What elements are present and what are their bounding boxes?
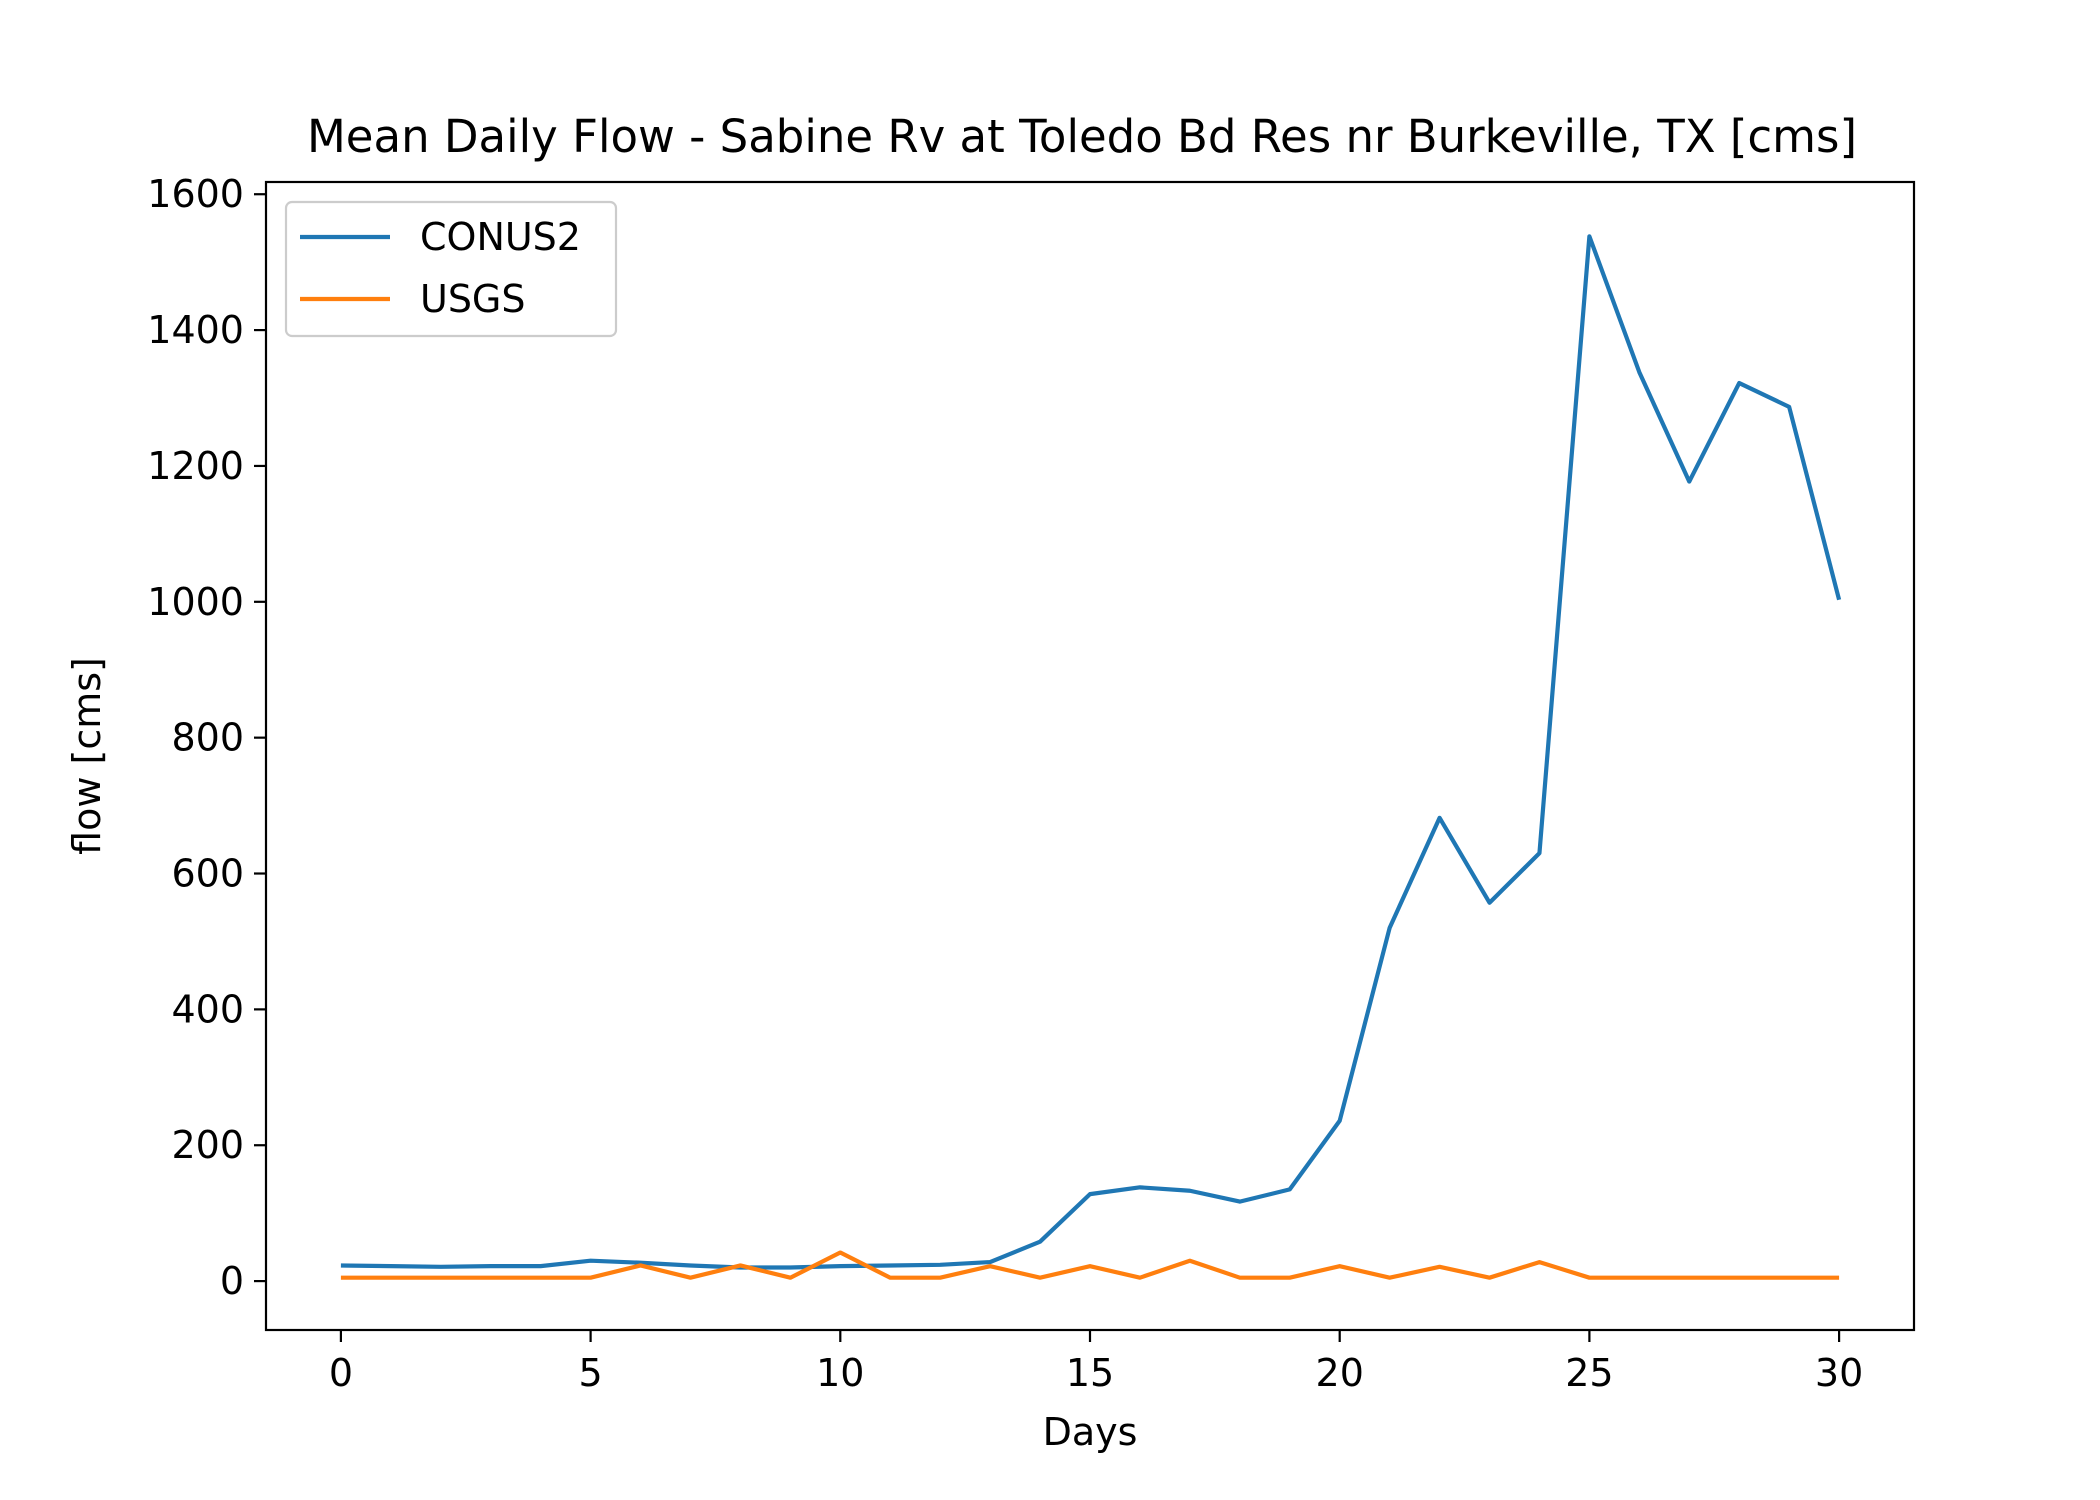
plot-frame [264,180,1916,1332]
series-line-conus2 [340,234,1842,1270]
x-axis-label: Days [1043,1410,1138,1454]
x-tick-label: 30 [1815,1351,1863,1395]
y-axis-label: flow [cms] [65,657,109,855]
y-tick-label: 1400 [147,308,244,352]
y-tick-label: 600 [171,852,244,896]
series-layer [340,234,1842,1280]
y-tick-label: 400 [171,987,244,1031]
x-tick-label: 0 [329,1351,353,1395]
y-tick-label: 200 [171,1123,244,1167]
x-tick-label: 5 [579,1351,603,1395]
y-tick-label: 800 [171,716,244,760]
x-axis: 0 5 10 15 20 25 30 [329,1330,1863,1395]
x-tick-label: 25 [1565,1351,1613,1395]
series-line-usgs [340,1250,1840,1280]
y-tick-label: 1200 [147,444,244,488]
y-tick-label: 1600 [147,172,244,216]
legend-label-conus2: CONUS2 [420,215,581,259]
chart-title: Mean Daily Flow - Sabine Rv at Toledo Bd… [307,110,1857,163]
legend: CONUS2 USGS [284,200,618,338]
x-tick-label: 20 [1316,1351,1364,1395]
y-tick-label: 0 [220,1259,244,1303]
y-axis: 0 200 400 600 800 1000 1200 1400 1600 [147,172,266,1303]
legend-label-usgs: USGS [420,277,526,321]
x-tick-label: 10 [816,1351,864,1395]
y-tick-label: 1000 [147,580,244,624]
x-tick-label: 15 [1066,1351,1114,1395]
